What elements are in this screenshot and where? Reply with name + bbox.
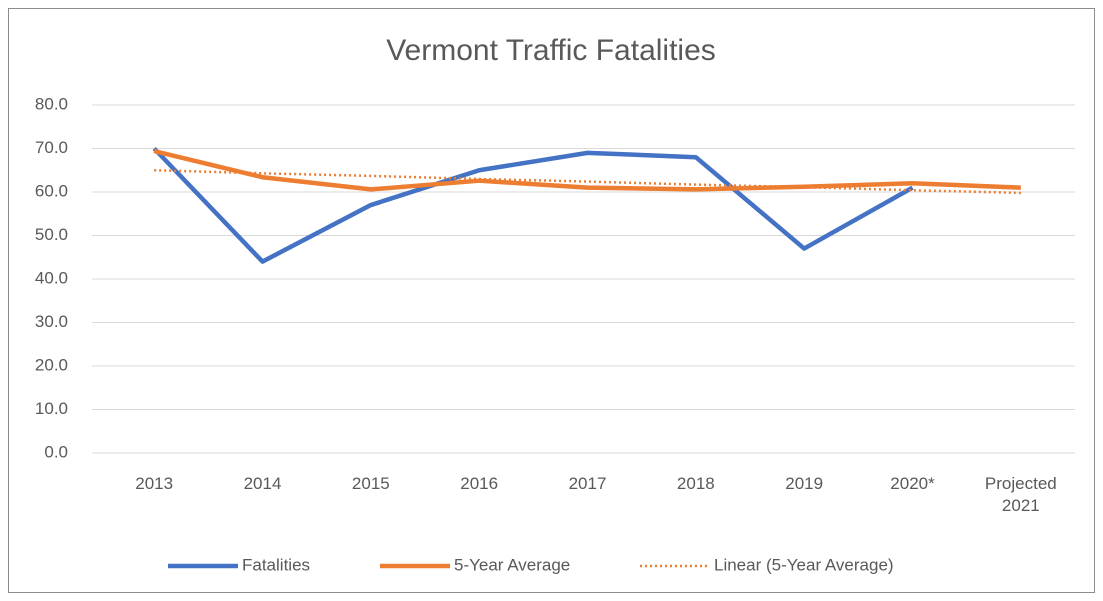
y-tick-label: 80.0: [35, 94, 68, 113]
legend-label: 5-Year Average: [454, 555, 570, 574]
chart-title: Vermont Traffic Fatalities: [386, 34, 716, 67]
x-tick-label: 2017: [568, 474, 607, 493]
series-line: [153, 148, 1021, 192]
y-tick-label: 40.0: [35, 268, 68, 287]
y-tick-label: 70.0: [35, 138, 68, 157]
y-tick-label: 0.0: [44, 442, 68, 461]
x-tick-label: 2016: [460, 474, 499, 493]
x-tick-label: 2013: [135, 474, 174, 493]
y-tick-label: 20.0: [35, 355, 68, 374]
y-tick-label: 60.0: [35, 181, 68, 200]
x-tick-label: Projected 2021: [984, 474, 1057, 515]
x-tick-label: 2018: [676, 474, 715, 493]
legend-label: Fatalities: [242, 555, 310, 574]
chart-border: [8, 8, 1095, 593]
x-tick-label: 2014: [243, 474, 282, 493]
x-tick-label: 2019: [785, 474, 824, 493]
legend-label: Linear (5-Year Average): [714, 555, 894, 574]
y-tick-label: 10.0: [35, 399, 68, 418]
y-tick-label: 30.0: [35, 312, 68, 331]
series-line: [152, 146, 914, 264]
x-tick-label: 2020*: [890, 474, 935, 493]
y-tick-label: 50.0: [35, 225, 68, 244]
x-tick-label: 2015: [351, 474, 390, 493]
